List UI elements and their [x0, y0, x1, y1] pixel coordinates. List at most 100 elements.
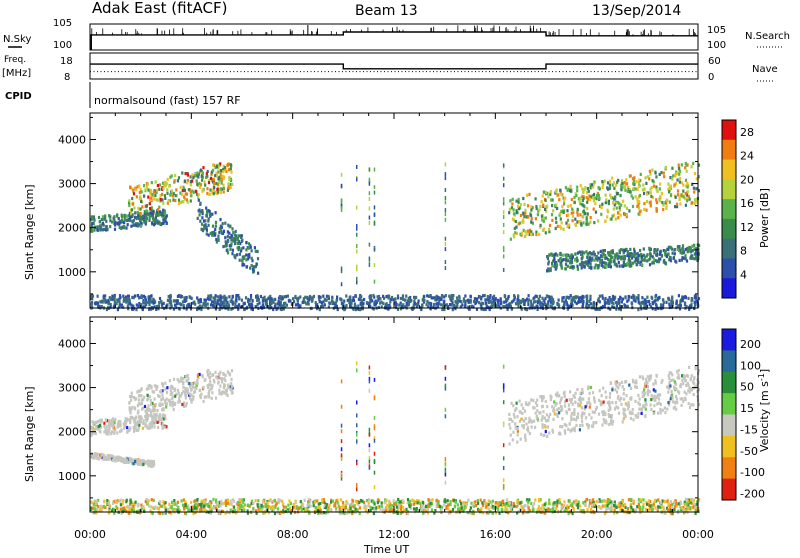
- power-echo-cell: [228, 232, 230, 235]
- power-echo-cell: [299, 295, 301, 298]
- power-echo-cell: [660, 307, 662, 310]
- power-echo-cell: [199, 202, 201, 205]
- velocity-echo-cell: [151, 423, 153, 426]
- power-echo-cell: [571, 198, 573, 201]
- power-echo-cell: [535, 233, 537, 236]
- power-echo-cell: [202, 166, 204, 169]
- power-echo-cell: [656, 260, 658, 263]
- velocity-echo-cell: [147, 397, 149, 400]
- power-echo-cell: [621, 182, 623, 185]
- velocity-echo-cell: [642, 505, 644, 508]
- power-echo-cell: [633, 297, 635, 300]
- velocity-echo-cell: [121, 428, 123, 431]
- power-echo-cell: [548, 228, 550, 231]
- power-echo-cell: [137, 224, 139, 227]
- power-echo-cell: [682, 250, 684, 253]
- velocity-echo-cell: [114, 421, 116, 424]
- power-echo-cell: [451, 301, 453, 304]
- power-echo-cell: [484, 298, 486, 301]
- power-echo-cell: [369, 206, 371, 210]
- velocity-echo-cell: [634, 400, 636, 403]
- power-echo-cell: [201, 223, 203, 226]
- power-echo-cell: [674, 205, 676, 208]
- velocity-echo-cell: [625, 394, 627, 397]
- power-echo-cell: [222, 245, 224, 248]
- velocity-echo-cell: [135, 417, 137, 420]
- velocity-echo-cell: [506, 498, 508, 501]
- velocity-echo-cell: [174, 395, 176, 398]
- velocity-echo-cell: [150, 410, 152, 413]
- velocity-echo-cell: [197, 375, 199, 378]
- power-echo-cell: [557, 193, 559, 196]
- velocity-echo-cell: [123, 460, 125, 463]
- velocity-echo-cell: [656, 402, 658, 405]
- power-echo-cell: [619, 256, 621, 259]
- power-echo-cell: [232, 249, 234, 252]
- velocity-echo-cell: [205, 395, 207, 398]
- power-echo-cell: [561, 299, 563, 302]
- power-echo-cell: [626, 182, 628, 185]
- power-echo-cell: [572, 215, 574, 218]
- velocity-echo-cell: [560, 409, 562, 412]
- velocity-echo-cell: [463, 501, 465, 504]
- power-echo-cell: [245, 241, 247, 244]
- power-echo-cell: [503, 268, 505, 272]
- power-echo-cell: [602, 186, 604, 189]
- velocity-echo-cell: [617, 395, 619, 398]
- power-echo-cell: [382, 295, 384, 298]
- power-echo-cell: [594, 266, 596, 269]
- power-echo-cell: [445, 162, 447, 166]
- power-echo-cell: [210, 303, 212, 306]
- velocity-echo-cell: [162, 398, 164, 401]
- velocity-echo-cell: [693, 382, 695, 385]
- velocity-echo-cell: [218, 392, 220, 395]
- power-echo-cell: [650, 254, 652, 257]
- velocity-echo-cell: [570, 401, 572, 404]
- velocity-echo-cell: [552, 431, 554, 434]
- power-echo-cell: [665, 249, 667, 252]
- velocity-echo-cell: [159, 395, 161, 398]
- velocity-echo-cell: [131, 458, 133, 461]
- power-echo-cell: [128, 295, 130, 298]
- power-echo-cell: [504, 295, 506, 298]
- velocity-echo-cell: [581, 420, 583, 423]
- velocity-echo-cell: [232, 391, 234, 394]
- power-echo-cell: [566, 303, 568, 306]
- nsky-line: [90, 32, 698, 36]
- velocity-echo-cell: [680, 397, 682, 400]
- power-echo-cell: [583, 197, 585, 200]
- power-echo-cell: [681, 247, 683, 250]
- velocity-echo-cell: [630, 387, 632, 390]
- power-echo-cell: [619, 251, 621, 254]
- velocity-echo-cell: [181, 403, 183, 406]
- power-echo-cell: [463, 300, 465, 303]
- power-echo-cell: [181, 171, 183, 174]
- velocity-echo-cell: [142, 459, 144, 462]
- power-echo-cell: [508, 211, 510, 214]
- power-echo-cell: [445, 200, 447, 204]
- power-echo-cell: [200, 169, 202, 172]
- power-echo-cell: [119, 226, 121, 229]
- power-echo-cell: [508, 295, 510, 298]
- power-echo-cell: [611, 177, 613, 180]
- power-echo-cell: [613, 198, 615, 201]
- power-echo-cell: [622, 298, 624, 301]
- power-echo-cell: [369, 257, 371, 261]
- velocity-echo-cell: [92, 422, 94, 425]
- velocity-echo-cell: [588, 413, 590, 416]
- power-echo-cell: [182, 300, 184, 303]
- power-echo-cell: [239, 259, 241, 262]
- power-echo-cell: [638, 179, 640, 182]
- freq-line: [90, 64, 698, 69]
- power-echo-cell: [693, 244, 695, 247]
- velocity-echo-cell: [516, 402, 518, 405]
- velocity-echo-cell: [530, 398, 532, 401]
- power-echo-cell: [656, 201, 658, 204]
- power-echo-cell: [164, 181, 166, 184]
- power-echo-cell: [626, 213, 628, 216]
- power-echo-cell: [153, 197, 155, 200]
- velocity-echo-cell: [114, 418, 116, 421]
- power-echo-cell: [508, 304, 510, 307]
- velocity-echo-cell: [614, 509, 616, 512]
